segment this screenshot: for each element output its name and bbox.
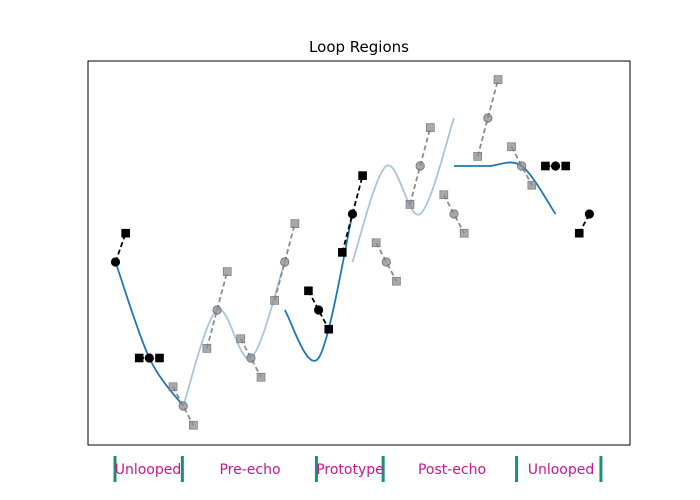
control-handle [189,420,198,430]
handle-line-11 [476,79,499,157]
plot-area [87,60,631,446]
curve-layer [114,117,557,407]
region-label: Pre-echo [219,462,280,478]
curve-unlooped-4 [454,161,557,215]
control-handle [202,344,212,353]
anchor-point [415,161,425,171]
region-label: Unlooped [115,462,182,478]
handle-line-9 [409,127,432,205]
anchor-point [449,209,459,219]
control-handle [459,228,469,238]
control-handle [155,353,164,363]
handle-line-6 [307,290,330,330]
anchor-point [280,257,290,267]
anchor-point [144,353,154,363]
control-handle [426,123,435,132]
control-handle [473,152,482,161]
control-handle [134,353,144,363]
handle-line-7 [341,175,364,253]
anchor-point [483,113,493,123]
plot-frame [87,60,631,446]
handle-line-8 [375,242,398,282]
control-handle [405,200,415,209]
control-handle [256,372,266,382]
curve-post-echo-3 [351,117,455,263]
control-handle [168,382,178,392]
chart-title: Loop Regions [309,38,409,56]
anchor-point [347,209,358,219]
anchor-point [313,305,324,315]
control-handle [222,267,232,276]
control-handle [507,142,516,152]
control-handle [236,334,246,344]
handle-line-5 [273,223,296,301]
control-handle [324,324,334,334]
region-label: Prototype [316,462,384,478]
control-handle [493,75,503,84]
control-handle [527,180,537,190]
anchor-point [246,353,256,363]
control-handle [561,161,571,171]
handle-line-2 [172,386,195,426]
anchor-point [381,257,391,267]
control-handle [304,286,313,296]
control-handle [337,248,347,257]
control-handle [270,296,279,305]
handle-line-10 [443,194,465,234]
control-handle [392,276,401,286]
region-label: Post-echo [418,462,486,478]
anchor-point [110,257,121,267]
anchor-point [584,209,595,219]
control-handle [439,190,449,200]
control-handle [358,171,367,180]
control-handle [121,228,130,238]
region-label: Unlooped [528,462,595,478]
anchor-point [178,401,188,411]
control-handle [574,228,584,238]
anchor-point [550,161,561,171]
control-handle [290,219,300,228]
control-handle [541,161,550,171]
handle-line-12 [510,146,533,186]
handle-layer [110,75,595,430]
handle-line-4 [239,338,262,378]
control-handle [371,238,381,248]
anchor-point [517,161,527,171]
region-bar: Unlooped Pre-echo Prototype Post-echo Unloop… [113,456,603,482]
anchor-point [212,305,222,315]
curve-pre-echo-1 [182,261,286,407]
curve-prototype-2 [283,213,354,362]
handle-line-0 [114,232,127,263]
handle-line-3 [206,271,229,349]
